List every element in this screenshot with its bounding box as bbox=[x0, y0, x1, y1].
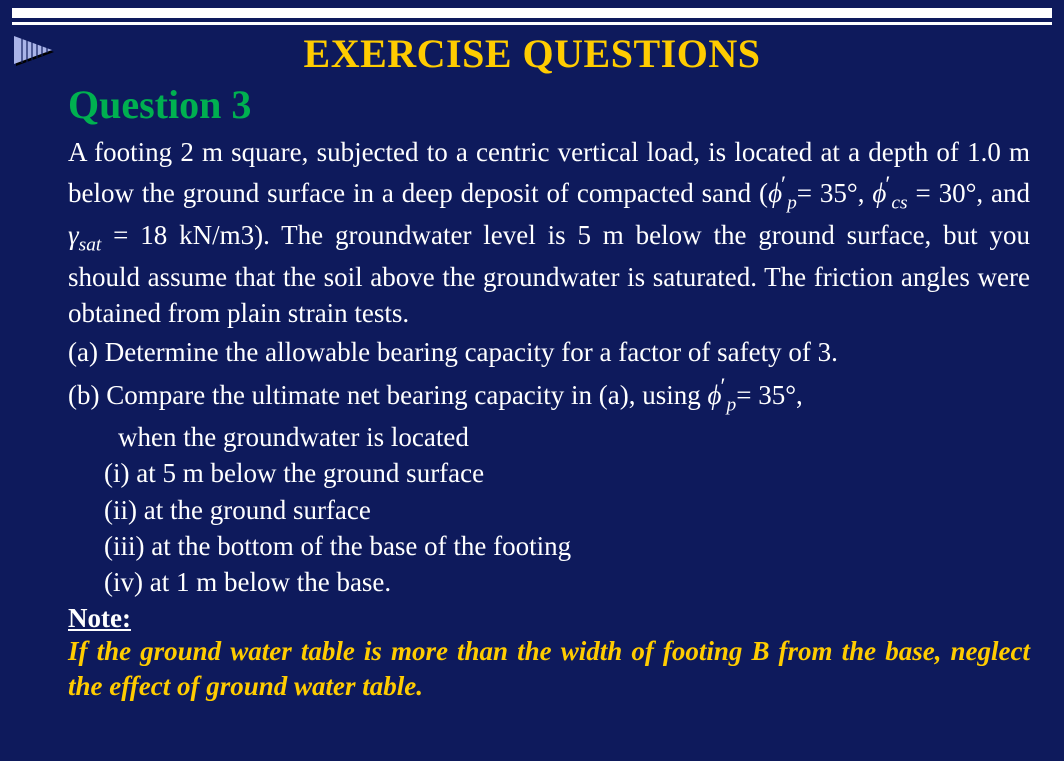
phi-sym-3: ϕ bbox=[708, 380, 722, 410]
part-b-iv: (iv) at 1 m below the base. bbox=[68, 564, 1030, 600]
part-b-text: (b) Compare the ultimate net bearing cap… bbox=[68, 380, 708, 410]
part-b-ii: (ii) at the ground surface bbox=[68, 492, 1030, 528]
note-label: Note: bbox=[68, 603, 1030, 634]
part-a: (a) Determine the allowable bearing capa… bbox=[68, 334, 1030, 370]
part-b-lead: (b) Compare the ultimate net bearing cap… bbox=[68, 372, 1030, 419]
prime-1: ′ bbox=[781, 172, 786, 197]
sub-p-1: p bbox=[787, 193, 797, 214]
phi-p-eq: = 35°, bbox=[797, 178, 873, 208]
gamma-sym: γ bbox=[68, 220, 79, 250]
part-b-line2: when the groundwater is located bbox=[68, 419, 1030, 455]
main-title: EXERCISE QUESTIONS bbox=[34, 30, 1030, 77]
phi-cs-eq: = 30°, and bbox=[908, 178, 1030, 208]
gamma-sat-eq: = 18 kN/m3). The groundwater level is 5 … bbox=[68, 220, 1030, 328]
part-b-i: (i) at 5 m below the ground surface bbox=[68, 455, 1030, 491]
sub-p-2: p bbox=[727, 394, 737, 415]
part-b-iii: (iii) at the bottom of the base of the f… bbox=[68, 528, 1030, 564]
phi-sym-1: ϕ bbox=[768, 178, 782, 208]
slide-content: EXERCISE QUESTIONS Question 3 A footing … bbox=[68, 30, 1030, 704]
question-body: A footing 2 m square, subjected to a cen… bbox=[68, 134, 1030, 332]
top-thick-rule bbox=[12, 8, 1052, 18]
top-thin-rule bbox=[12, 22, 1052, 25]
note-body: If the ground water table is more than t… bbox=[68, 634, 1030, 704]
question-heading: Question 3 bbox=[68, 81, 1030, 128]
prime-3: ′ bbox=[721, 374, 726, 399]
sub-sat: sat bbox=[79, 234, 102, 255]
phi-p-eq-b: = 35°, bbox=[736, 380, 803, 410]
sub-cs: cs bbox=[891, 193, 907, 214]
prime-2: ′ bbox=[885, 172, 890, 197]
